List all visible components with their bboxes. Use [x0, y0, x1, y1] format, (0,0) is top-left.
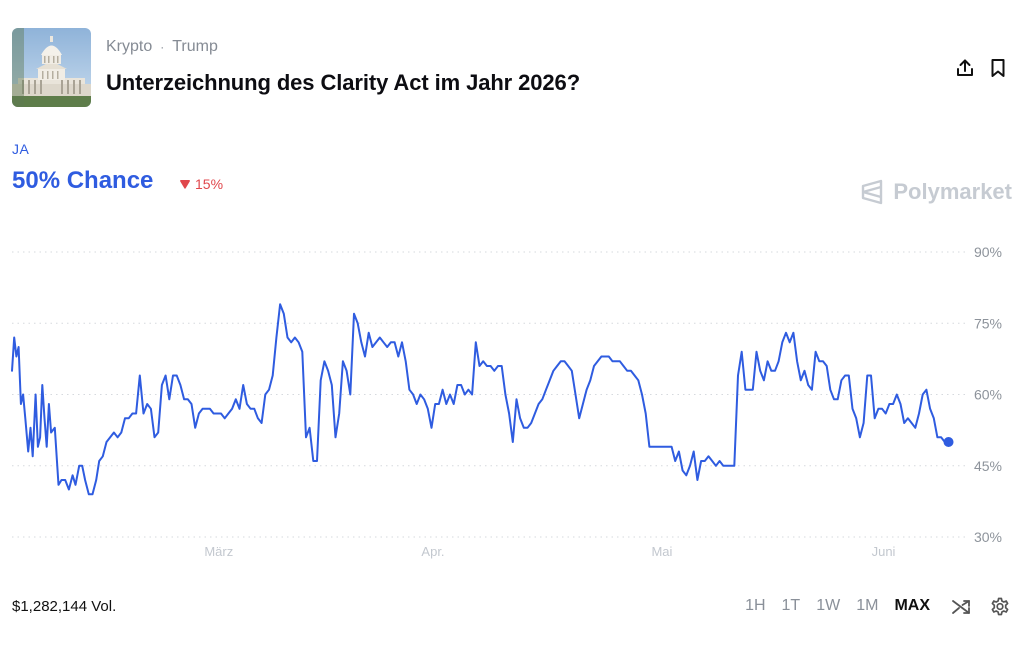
share-icon[interactable] — [954, 57, 976, 79]
breadcrumb-tag[interactable]: Trump — [172, 38, 218, 55]
polymarket-logo: Polymarket — [860, 179, 1012, 205]
time-range-selector: 1H 1T 1W 1M MAX — [745, 597, 930, 615]
breadcrumb: Krypto · Trump — [106, 38, 218, 56]
change-badge: 15% — [180, 176, 223, 192]
brand-name: Polymarket — [893, 179, 1012, 204]
market-thumbnail — [12, 28, 91, 107]
chance-value: 50% Chance — [12, 167, 154, 194]
x-tick-label: Apr. — [421, 544, 444, 559]
polymarket-icon — [862, 179, 883, 205]
range-1w[interactable]: 1W — [816, 597, 841, 614]
x-tick-label: Mai — [651, 544, 672, 559]
x-tick-label: Juni — [872, 544, 896, 559]
y-tick-label: 90% — [974, 244, 1002, 260]
range-1h[interactable]: 1H — [745, 597, 766, 614]
range-1m[interactable]: 1M — [856, 597, 879, 614]
bookmark-icon[interactable] — [987, 57, 1009, 79]
y-tick-label: 60% — [974, 387, 1002, 403]
shuffle-icon[interactable] — [950, 596, 972, 618]
outcome-label: JA — [12, 141, 30, 157]
price-chart[interactable]: 90% 75% 60% 45% 30% März Apr. Mai Juni — [0, 230, 1024, 570]
y-tick-label: 30% — [974, 529, 1002, 545]
y-tick-label: 45% — [974, 458, 1002, 474]
page-title: Unterzeichnung des Clarity Act im Jahr 2… — [106, 70, 581, 95]
breadcrumb-category[interactable]: Krypto — [106, 38, 153, 55]
series-line — [11, 303, 950, 496]
change-value: 15% — [195, 176, 224, 192]
x-tick-label: März — [204, 544, 233, 559]
current-value-dot — [943, 437, 954, 447]
volume-label: $1,282,144 Vol. — [12, 598, 117, 615]
gear-icon[interactable] — [989, 596, 1011, 618]
y-tick-label: 75% — [974, 315, 1002, 331]
range-max[interactable]: MAX — [894, 597, 930, 614]
breadcrumb-separator: · — [160, 40, 165, 54]
triangle-down-icon — [180, 176, 190, 192]
range-1t[interactable]: 1T — [781, 597, 801, 614]
